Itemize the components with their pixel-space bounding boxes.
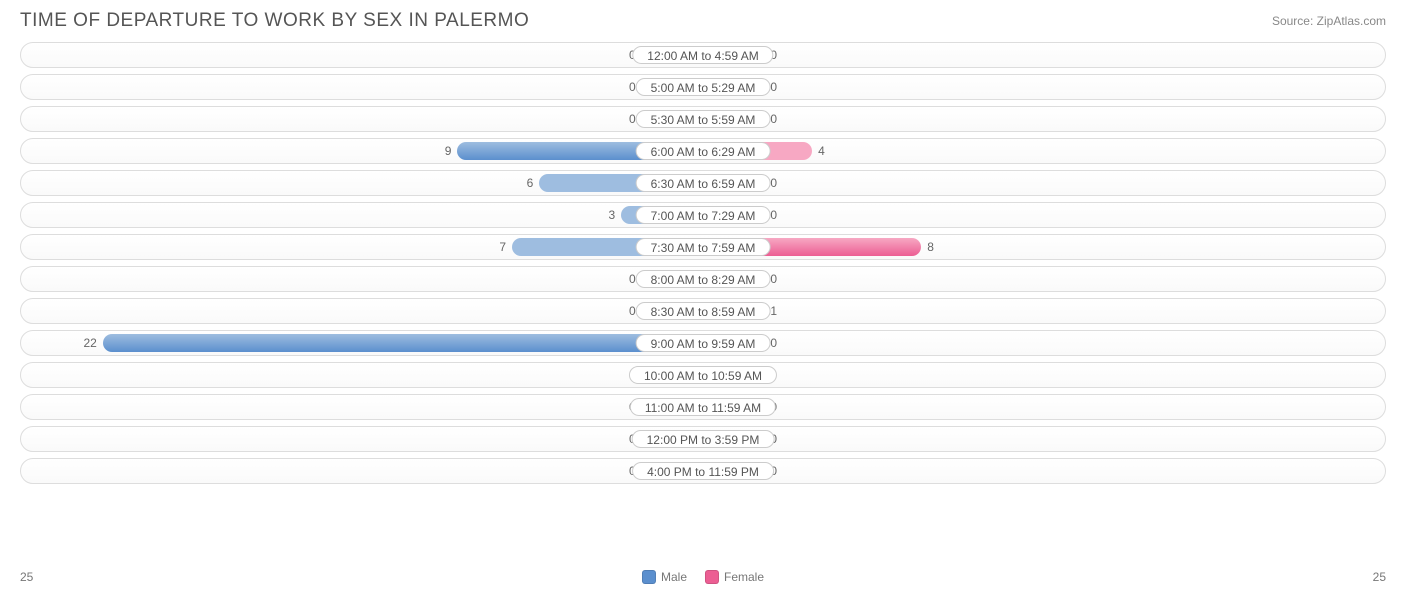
category-label: 11:00 AM to 11:59 AM bbox=[630, 398, 776, 416]
legend-swatch-male bbox=[642, 570, 656, 584]
female-value: 8 bbox=[921, 235, 934, 259]
chart-row: 0010:00 AM to 10:59 AM bbox=[20, 362, 1386, 388]
chart-row: 005:30 AM to 5:59 AM bbox=[20, 106, 1386, 132]
chart-row: 606:30 AM to 6:59 AM bbox=[20, 170, 1386, 196]
category-label: 9:00 AM to 9:59 AM bbox=[636, 334, 771, 352]
legend-item-female: Female bbox=[705, 570, 764, 584]
category-label: 12:00 AM to 4:59 AM bbox=[632, 46, 773, 64]
category-label: 5:30 AM to 5:59 AM bbox=[636, 110, 771, 128]
male-value: 9 bbox=[445, 139, 458, 163]
chart-row: 0011:00 AM to 11:59 AM bbox=[20, 394, 1386, 420]
legend-swatch-female bbox=[705, 570, 719, 584]
category-label: 12:00 PM to 3:59 PM bbox=[632, 430, 775, 448]
chart-source: Source: ZipAtlas.com bbox=[1272, 14, 1386, 28]
category-label: 7:00 AM to 7:29 AM bbox=[636, 206, 771, 224]
chart-row: 9 4 6:00 AM to 6:29 AM bbox=[20, 138, 1386, 164]
chart-footer: 25 Male Female 25 bbox=[20, 570, 1386, 584]
chart-row: 0012:00 PM to 3:59 PM bbox=[20, 426, 1386, 452]
male-bar bbox=[103, 334, 703, 352]
chart-row: 004:00 PM to 11:59 PM bbox=[20, 458, 1386, 484]
category-label: 7:30 AM to 7:59 AM bbox=[636, 238, 771, 256]
male-value: 6 bbox=[527, 171, 540, 195]
chart-row: 008:00 AM to 8:29 AM bbox=[20, 266, 1386, 292]
category-label: 4:00 PM to 11:59 PM bbox=[632, 462, 774, 480]
male-value: 3 bbox=[608, 203, 621, 227]
category-label: 8:00 AM to 8:29 AM bbox=[636, 270, 771, 288]
axis-max-left: 25 bbox=[20, 570, 33, 584]
chart-title: TIME OF DEPARTURE TO WORK BY SEX IN PALE… bbox=[20, 10, 529, 32]
legend-label-male: Male bbox=[661, 570, 687, 584]
category-label: 6:00 AM to 6:29 AM bbox=[636, 142, 771, 160]
legend-label-female: Female bbox=[724, 570, 764, 584]
chart-row: 005:00 AM to 5:29 AM bbox=[20, 74, 1386, 100]
chart-row: 7 8 7:30 AM to 7:59 AM bbox=[20, 234, 1386, 260]
chart-row: 0012:00 AM to 4:59 AM bbox=[20, 42, 1386, 68]
legend: Male Female bbox=[642, 570, 764, 584]
category-label: 8:30 AM to 8:59 AM bbox=[636, 302, 771, 320]
category-label: 10:00 AM to 10:59 AM bbox=[629, 366, 777, 384]
category-label: 6:30 AM to 6:59 AM bbox=[636, 174, 771, 192]
female-value: 4 bbox=[812, 139, 825, 163]
chart-row: 018:30 AM to 8:59 AM bbox=[20, 298, 1386, 324]
male-value: 7 bbox=[499, 235, 512, 259]
diverging-bar-chart: 0012:00 AM to 4:59 AM 005:00 AM to 5:29 A… bbox=[0, 38, 1406, 484]
chart-row: 307:00 AM to 7:29 AM bbox=[20, 202, 1386, 228]
axis-max-right: 25 bbox=[1373, 570, 1386, 584]
male-value: 22 bbox=[83, 331, 102, 355]
legend-item-male: Male bbox=[642, 570, 687, 584]
category-label: 5:00 AM to 5:29 AM bbox=[636, 78, 771, 96]
chart-header: TIME OF DEPARTURE TO WORK BY SEX IN PALE… bbox=[0, 0, 1406, 38]
chart-row: 2209:00 AM to 9:59 AM bbox=[20, 330, 1386, 356]
